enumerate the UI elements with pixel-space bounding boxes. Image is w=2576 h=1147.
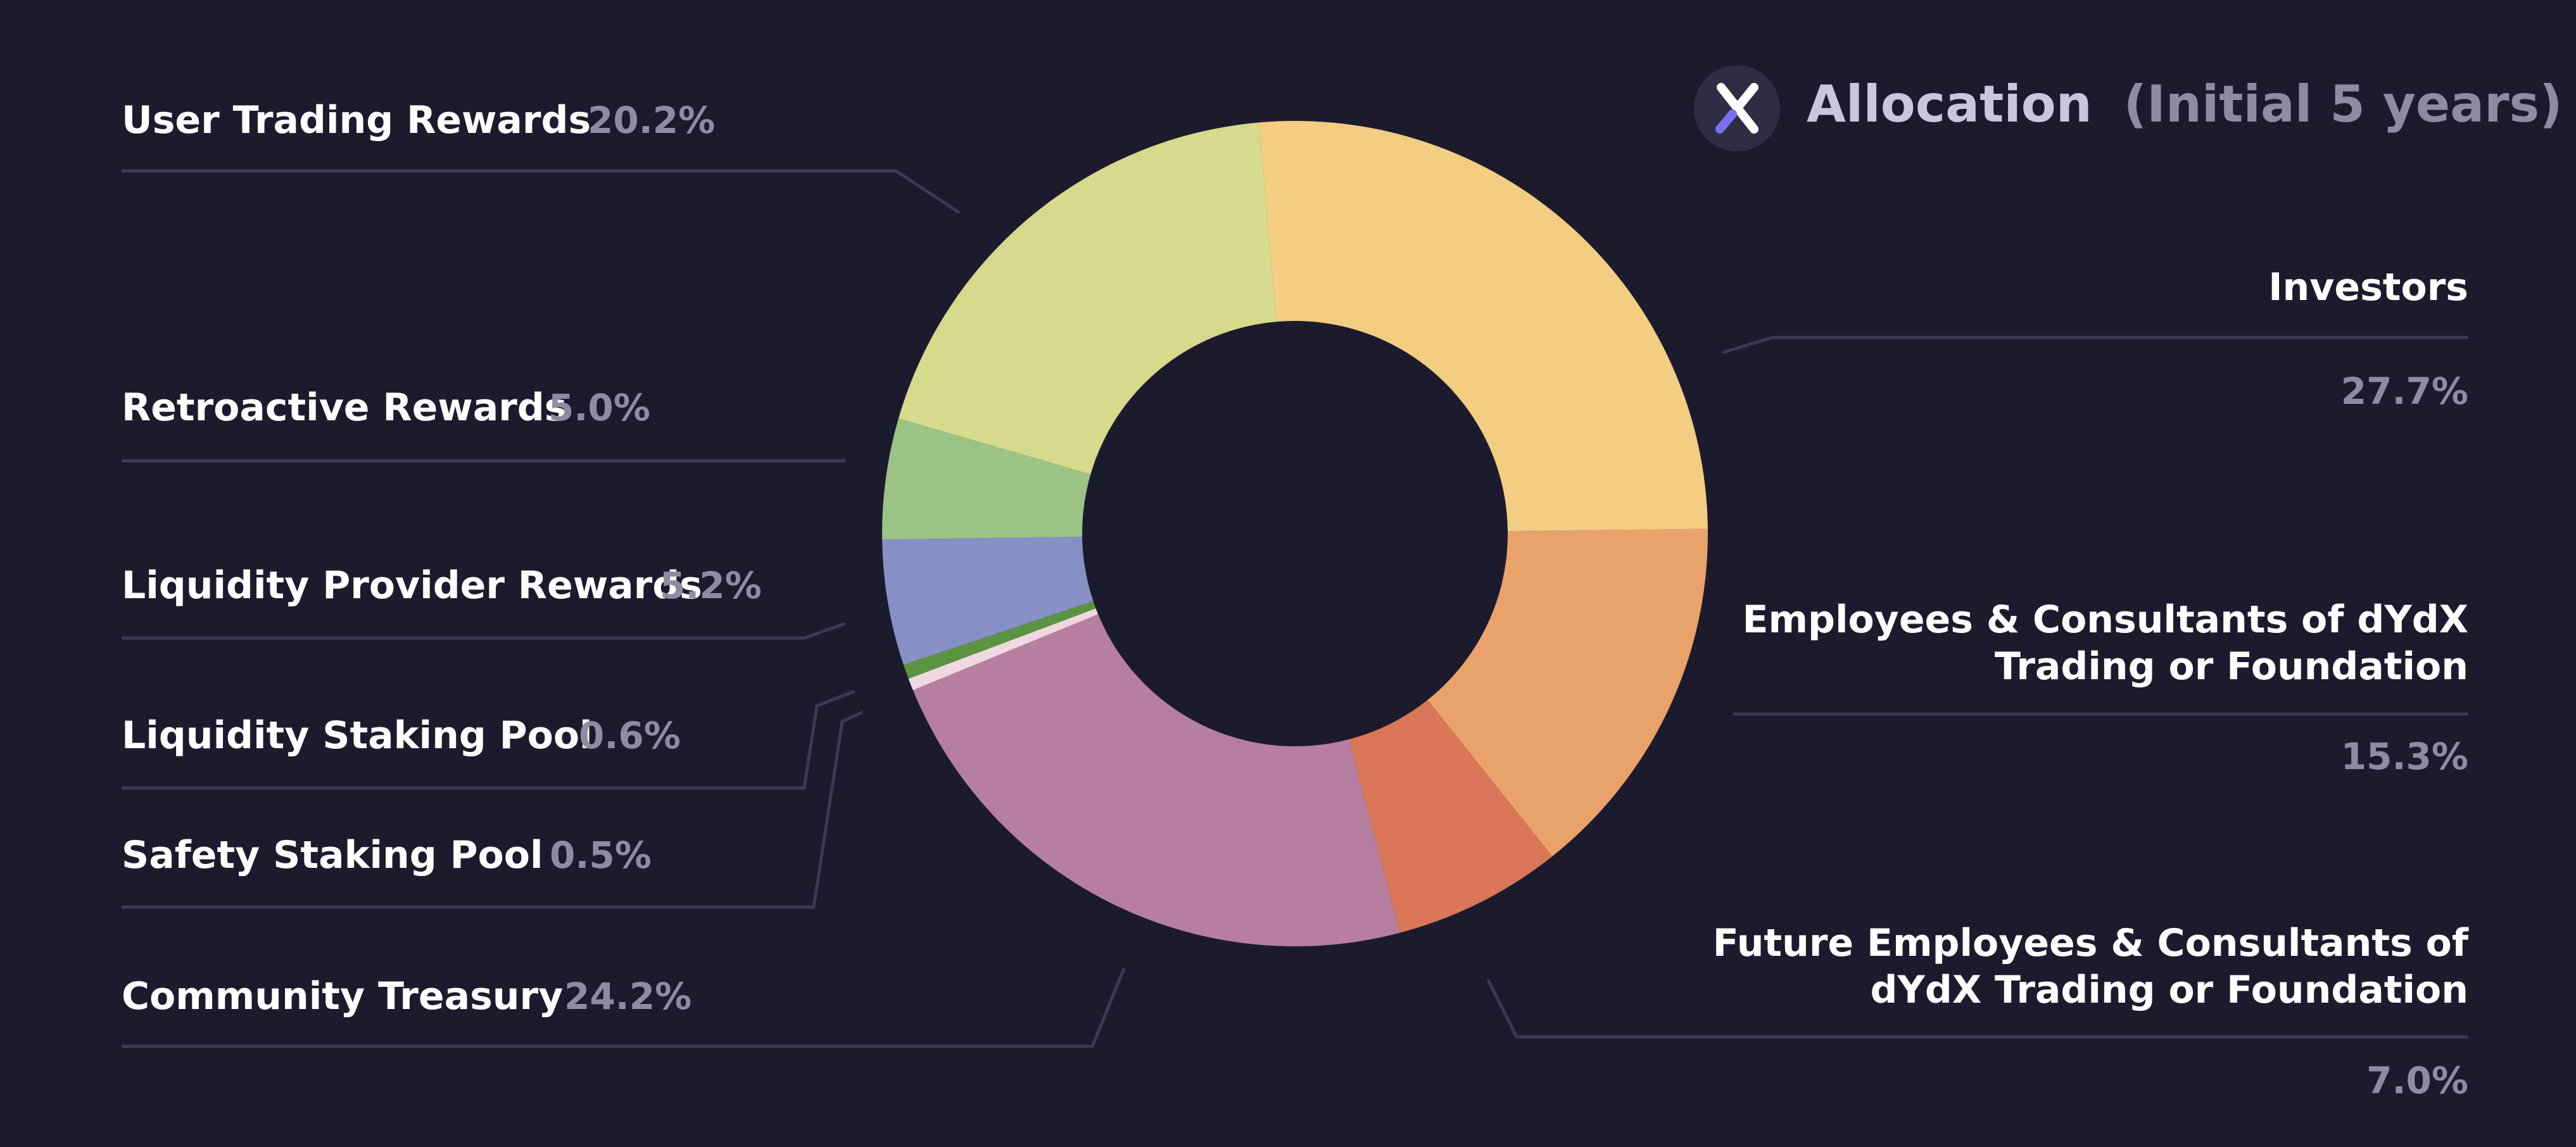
leader-line-safety-staking-pool xyxy=(122,710,864,909)
value-future-employees-and-consultants-of-dydx-trading-or-foundation: 7.0% xyxy=(2366,1059,2468,1102)
label-user-trading-rewards: User Trading Rewards xyxy=(122,98,591,142)
slice-employees-and-consultants-of-dydx-trading-or-foundation xyxy=(1427,529,1708,856)
value-safety-staking-pool: 0.5% xyxy=(550,834,652,877)
slice-safety-staking-pool xyxy=(908,608,1099,691)
label-community-treasury: Community Treasury xyxy=(122,974,563,1019)
value-community-treasury: 24.2% xyxy=(564,975,691,1018)
chart-title: Allocation (Initial 5 years) xyxy=(1807,75,2563,134)
slice-liquidity-provider-rewards xyxy=(882,536,1094,665)
label-retroactive-rewards: Retroactive Rewards xyxy=(122,385,567,430)
label-liquidity-staking-pool: Liquidity Staking Pool xyxy=(122,713,593,758)
slice-liquidity-staking-pool xyxy=(903,601,1096,679)
label-future-employees-and-consultants-of-dydx-trading-or-foundation: Future Employees & Consultants of dYdX Tr… xyxy=(1713,921,2469,1012)
donut-slices xyxy=(882,121,1708,946)
label-safety-staking-pool: Safety Staking Pool xyxy=(122,833,543,877)
slice-labels: Investors 27.7% Employees & Consultants of… xyxy=(122,98,2469,1102)
value-user-trading-rewards: 20.2% xyxy=(588,99,715,142)
value-liquidity-provider-rewards: 5.2% xyxy=(660,564,762,607)
leader-line-liquidity-staking-pool xyxy=(122,689,856,790)
leader-line-investors xyxy=(1722,335,2468,354)
value-investors: 27.7% xyxy=(2341,370,2468,413)
leader-line-future-employees-and-consultants-of-dydx-trading-or-foundation xyxy=(1486,979,2468,1039)
label-liquidity-provider-rewards: Liquidity Provider Rewards xyxy=(122,563,702,608)
value-liquidity-staking-pool: 0.6% xyxy=(579,714,681,757)
label-employees-and-consultants-of-dydx-trading-or-foundation: Employees & Consultants of dYdX Trading o… xyxy=(1742,598,2468,689)
chart-title-sub: (Initial 5 years) xyxy=(2124,75,2563,134)
leader-lines xyxy=(122,169,2468,1048)
slice-future-employees-and-consultants-of-dydx-trading-or-foundation xyxy=(1349,699,1553,933)
leader-line-user-trading-rewards xyxy=(122,169,961,215)
leader-line-community-treasury xyxy=(122,968,1126,1048)
slice-investors xyxy=(1259,121,1708,532)
dydx-logo-mark xyxy=(1715,83,1758,134)
slice-user-trading-rewards xyxy=(898,122,1277,475)
leader-line-liquidity-provider-rewards xyxy=(122,622,846,640)
label-investors: Investors xyxy=(2268,265,2468,310)
slice-community-treasury xyxy=(912,614,1400,946)
chart-title-main: Allocation xyxy=(1807,75,2092,134)
chart-header: Allocation (Initial 5 years) xyxy=(1694,65,2563,151)
value-employees-and-consultants-of-dydx-trading-or-foundation: 15.3% xyxy=(2341,735,2468,778)
value-retroactive-rewards: 5.0% xyxy=(548,386,650,429)
slice-retroactive-rewards xyxy=(882,418,1091,540)
